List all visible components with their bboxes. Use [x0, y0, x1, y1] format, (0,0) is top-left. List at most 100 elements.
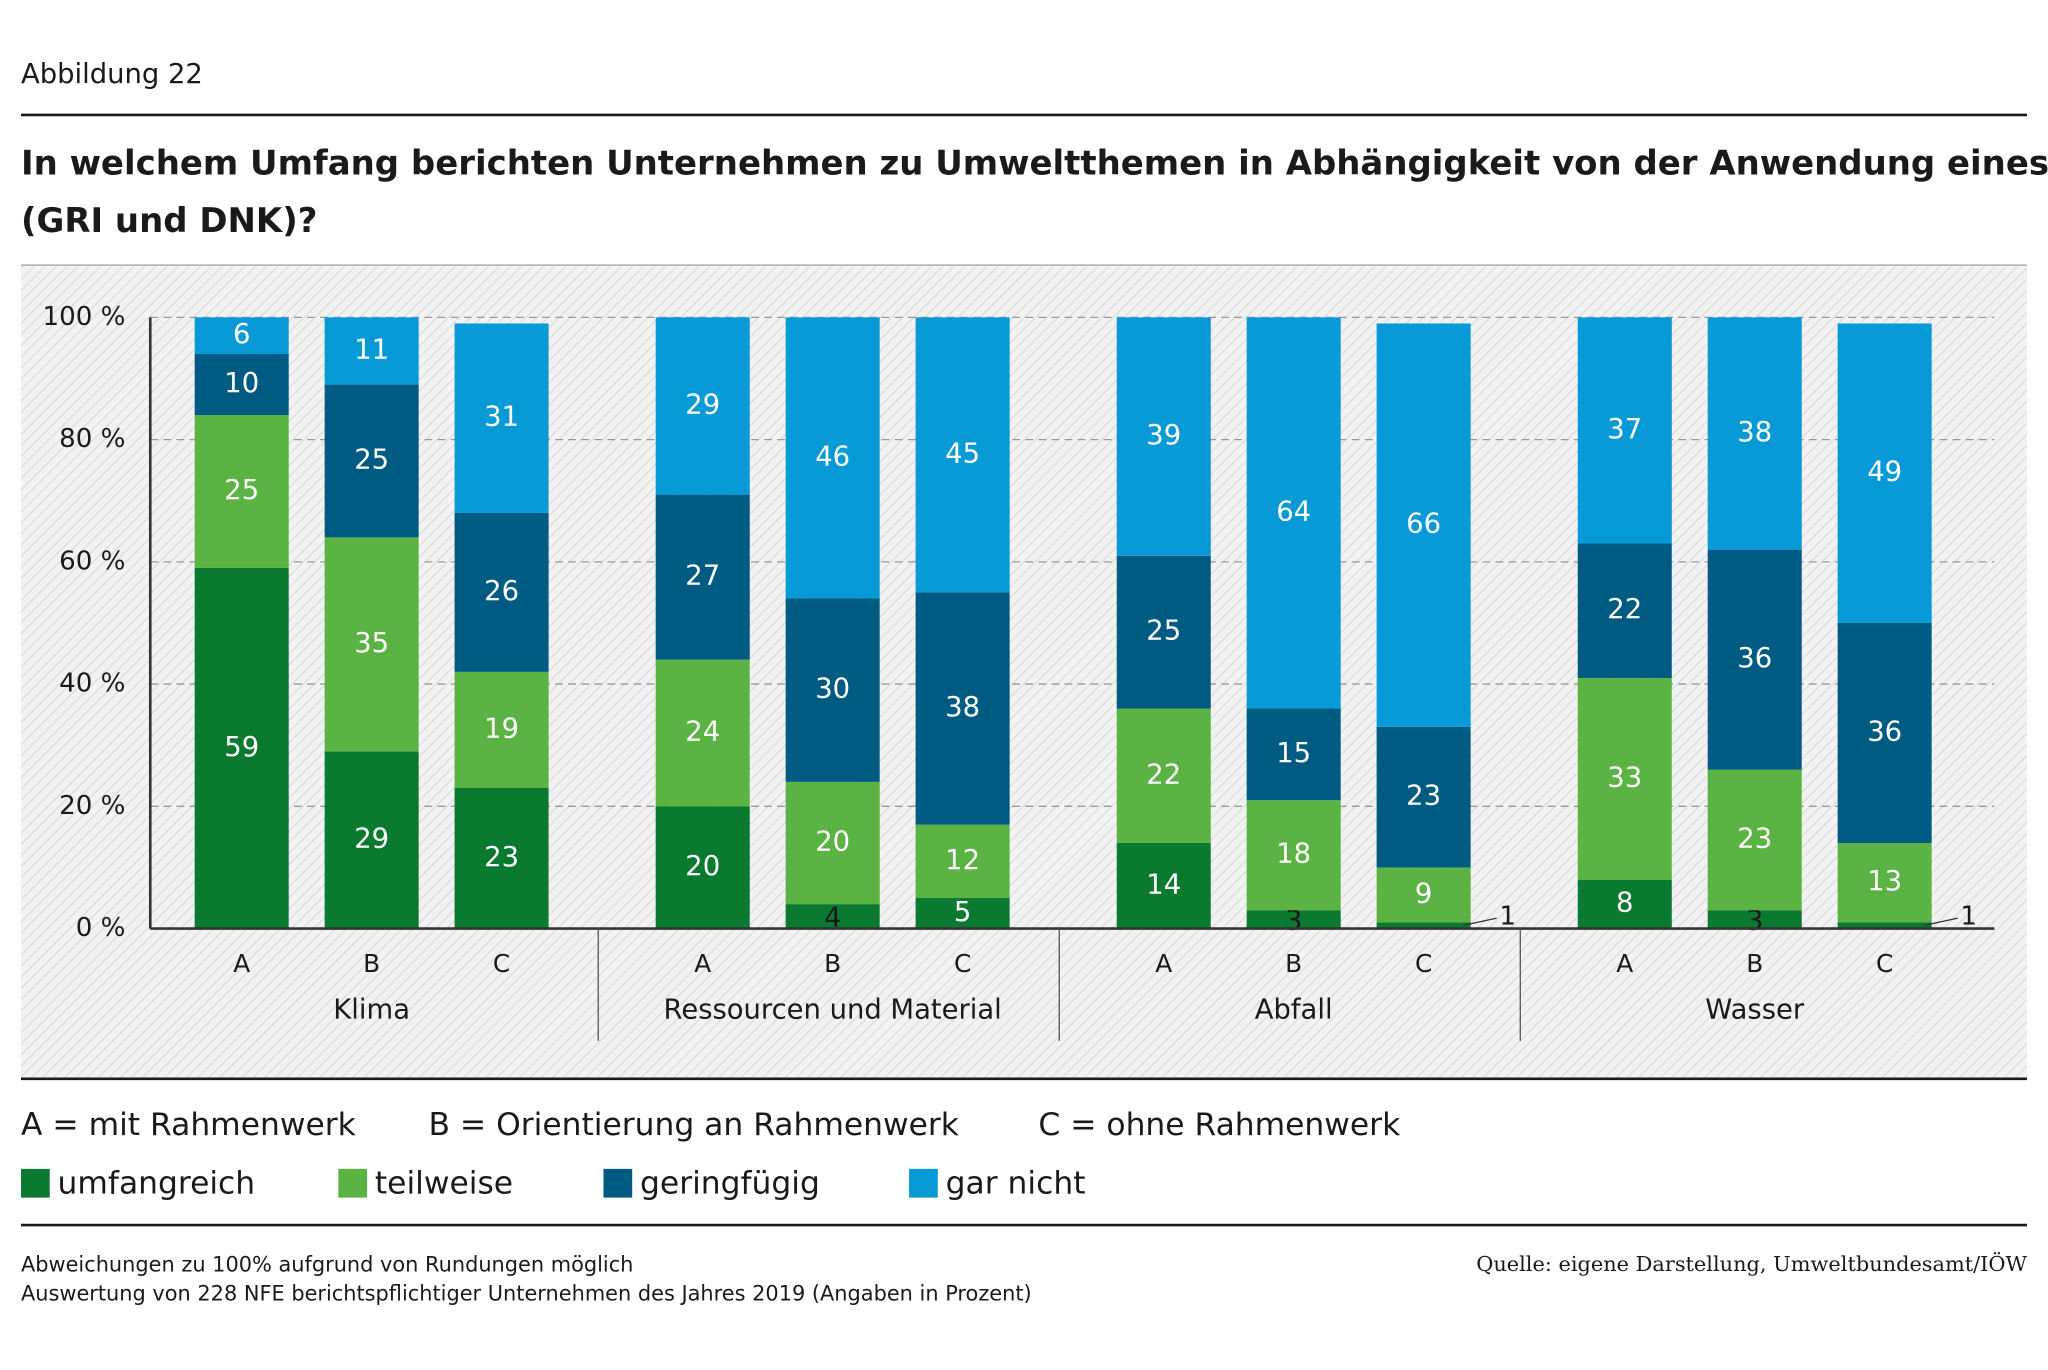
value-label: 38 [1737, 417, 1772, 448]
value-label: 36 [1737, 643, 1772, 674]
bar-segment [1116, 555, 1211, 709]
bar-segment [655, 317, 750, 495]
value-label: 12 [945, 845, 980, 876]
bar-segment [915, 898, 1010, 929]
bar-segment [454, 787, 549, 929]
x-tick-label: A [1155, 949, 1172, 978]
bar-segment [785, 904, 880, 929]
value-label: 20 [815, 827, 850, 858]
x-tick-label: C [1876, 949, 1893, 978]
chart-title: In welchem Umfang berichten Unternehmen … [21, 143, 2048, 240]
bar-segment [1837, 843, 1932, 923]
value-label: 10 [224, 368, 259, 399]
y-tick-label: 80 % [59, 424, 125, 454]
value-label: 64 [1276, 496, 1311, 527]
x-tick-label: C [493, 949, 510, 978]
value-label: 33 [1607, 762, 1642, 793]
bar-segment [1837, 323, 1932, 623]
value-label: 27 [685, 561, 720, 592]
value-label: 11 [354, 334, 389, 365]
value-label: 23 [484, 842, 519, 873]
bar-segment [454, 512, 549, 672]
bar-segment [785, 317, 880, 599]
bar-segment [1577, 677, 1672, 880]
value-label: 22 [1146, 759, 1181, 790]
bar-segment [1707, 769, 1802, 911]
value-label: 25 [1146, 616, 1181, 647]
definition: A = mit Rahmenwerk [21, 1107, 357, 1143]
bar-segment [454, 323, 549, 513]
bar-segment [324, 751, 419, 929]
value-label: 29 [685, 389, 720, 420]
footnote: Auswertung von 228 NFE berichtspflichtig… [21, 1281, 1032, 1305]
bar-segment [454, 671, 549, 788]
value-label: 22 [1607, 594, 1642, 625]
x-tick-label: A [694, 949, 711, 978]
bar-segment [1116, 317, 1211, 556]
bar-segment [1577, 317, 1672, 544]
leader-line [1462, 917, 1497, 927]
y-tick-label: 0 % [76, 913, 126, 943]
value-label: 4 [824, 902, 841, 933]
value-label: 5 [954, 897, 971, 928]
value-label: 23 [1737, 823, 1772, 854]
bar-segment [655, 494, 750, 660]
leader-line [1923, 917, 1958, 927]
value-label: 38 [945, 692, 980, 723]
value-label: 8 [1616, 888, 1633, 919]
value-label: 25 [224, 475, 259, 506]
bar-segment [194, 354, 289, 416]
value-label: 39 [1146, 420, 1181, 451]
bar-segment [1116, 708, 1211, 844]
value-label: 24 [685, 716, 720, 747]
value-label: 46 [815, 441, 850, 472]
bar-segment [1376, 726, 1471, 868]
y-tick-label: 100 % [43, 302, 126, 332]
value-label: 19 [484, 713, 519, 744]
bar-segment [915, 317, 1010, 593]
legend-label: gar nicht [946, 1166, 1086, 1202]
value-label: 18 [1276, 839, 1311, 870]
value-label: 25 [354, 444, 389, 475]
figure-label: Abbildung 22 [21, 59, 203, 90]
bar-segment [1246, 910, 1341, 929]
x-tick-label: B [1746, 949, 1763, 978]
bar-segment [655, 659, 750, 807]
bar-segment [1246, 708, 1341, 801]
definition: C = ohne Rahmenwerk [1038, 1107, 1401, 1143]
bar-segment [1577, 543, 1672, 678]
group-label: Ressourcen und Material [664, 994, 1002, 1025]
bar-segment [915, 824, 1010, 899]
bar-segment [1376, 867, 1471, 923]
legend-swatch [20, 1168, 50, 1198]
bar-segment [324, 384, 419, 538]
value-label: 15 [1276, 738, 1311, 769]
bar-segment [1707, 317, 1802, 550]
bar-segment [324, 537, 419, 752]
value-label: 36 [1867, 716, 1902, 747]
bar-segment [1707, 549, 1802, 770]
x-tick-label: A [1616, 949, 1633, 978]
value-label: 66 [1406, 509, 1441, 540]
value-label: 45 [945, 438, 980, 469]
legend-swatch [909, 1168, 938, 1198]
y-tick-label: 40 % [59, 669, 125, 699]
bar-segment [785, 598, 880, 782]
legend-label: umfangreich [58, 1166, 256, 1202]
x-tick-label: C [1415, 949, 1432, 978]
legend-label: teilweise [375, 1166, 513, 1202]
value-label: 29 [354, 823, 389, 854]
value-label: 30 [815, 674, 850, 705]
bar-segment [1246, 317, 1341, 709]
legend-label: geringfügig [640, 1166, 820, 1202]
value-label: 26 [484, 576, 519, 607]
value-label: 9 [1415, 878, 1432, 909]
x-tick-label: C [954, 949, 971, 978]
value-label: 59 [224, 732, 259, 763]
bar-segment [915, 592, 1010, 825]
bar-segment [1376, 323, 1471, 727]
value-label: 6 [233, 319, 250, 350]
bar-segment [655, 806, 750, 929]
bar-segment [1837, 922, 1932, 929]
